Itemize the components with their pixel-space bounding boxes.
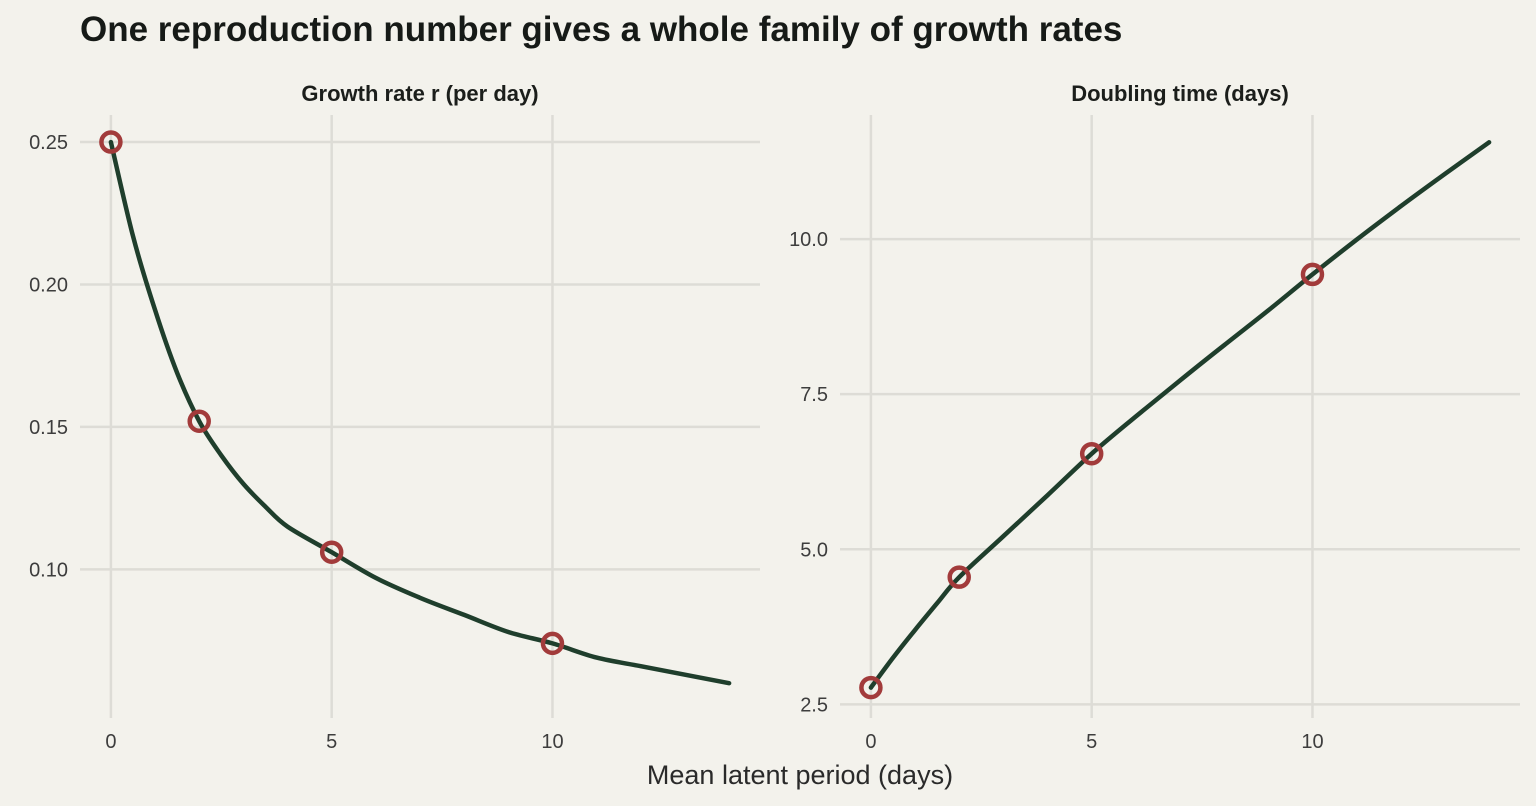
x-tick-label: 0 bbox=[865, 731, 876, 753]
shared-x-axis-label: Mean latent period (days) bbox=[647, 760, 953, 790]
data-point-marker bbox=[319, 540, 344, 564]
y-tick-label: 5.0 bbox=[800, 539, 828, 561]
y-tick-label: 7.5 bbox=[800, 384, 828, 406]
panel-title: Doubling time (days) bbox=[1071, 81, 1289, 106]
x-tick-label: 5 bbox=[1086, 731, 1097, 753]
data-point-marker bbox=[540, 631, 565, 656]
data-point-marker bbox=[99, 130, 123, 154]
y-tick-label: 0.25 bbox=[29, 132, 68, 154]
x-tick-label: 10 bbox=[1301, 731, 1323, 753]
data-point-marker bbox=[947, 565, 971, 589]
figure-title: One reproduction number gives a whole fa… bbox=[80, 10, 1123, 49]
series-line bbox=[108, 139, 732, 686]
x-tick-label: 10 bbox=[541, 731, 563, 753]
data-point-marker bbox=[1079, 441, 1104, 466]
series-line bbox=[868, 140, 1492, 690]
data-point-marker bbox=[859, 675, 883, 700]
data-point-marker bbox=[187, 409, 211, 433]
y-tick-label: 0.20 bbox=[29, 274, 68, 296]
y-tick-label: 2.5 bbox=[800, 694, 828, 716]
data-point-marker bbox=[1300, 262, 1325, 287]
panel-doubling-time: Doubling time (days) 0 5 10 2.5 5.0 7.5 10.0 bbox=[789, 81, 1520, 753]
y-tick-label: 0.15 bbox=[29, 417, 68, 439]
x-tick-label: 0 bbox=[105, 731, 116, 753]
y-tick-label: 0.10 bbox=[29, 559, 68, 581]
y-tick-label: 10.0 bbox=[789, 229, 828, 251]
panel-growth-rate: Growth rate r (per day) 0 5 10 0.10 0.15 0.20 0… bbox=[29, 81, 760, 753]
x-tick-label: 5 bbox=[326, 731, 337, 753]
panel-title: Growth rate r (per day) bbox=[301, 81, 538, 106]
